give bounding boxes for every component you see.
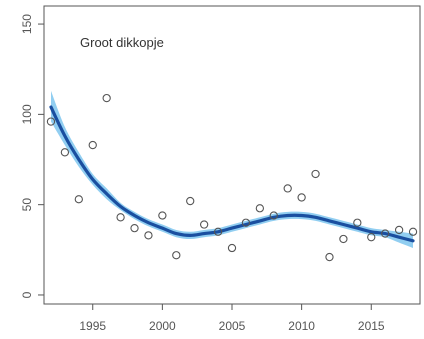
x-tick-label-2: 2005 — [219, 319, 246, 333]
axes — [38, 5, 421, 310]
data-point-1997 — [116, 213, 125, 222]
y-tick-label-2: 100 — [20, 104, 34, 124]
data-point-1996 — [102, 93, 111, 103]
data-point-1992 — [46, 117, 56, 126]
y-tick-label-1: 50 — [20, 198, 34, 212]
data-point-2007 — [255, 204, 265, 213]
x-tick-label-3: 2010 — [288, 319, 315, 333]
data-point-1998 — [130, 223, 139, 233]
x-tick-label-4: 2015 — [358, 319, 385, 333]
y-tick-label-3: 150 — [20, 14, 34, 34]
data-point-2012 — [325, 252, 334, 262]
data-point-2018 — [408, 227, 418, 236]
data-points-layer — [46, 93, 418, 262]
trend-line — [49, 105, 415, 243]
chart-title: Groot dikkopje — [80, 35, 164, 50]
data-point-2002 — [186, 196, 195, 206]
y-tick-label-0: 0 — [20, 291, 34, 298]
data-point-2016 — [381, 229, 390, 238]
data-point-1994 — [74, 195, 83, 204]
data-point-2009 — [283, 184, 292, 193]
data-point-2017 — [394, 225, 404, 235]
data-point-2006 — [241, 218, 251, 227]
data-point-2004 — [213, 227, 223, 236]
data-point-2008 — [269, 211, 278, 220]
data-point-2003 — [199, 220, 209, 229]
data-point-2010 — [297, 193, 306, 202]
data-point-2013 — [339, 234, 348, 244]
confidence-band — [51, 90, 413, 249]
x-tick-label-0: 1995 — [79, 319, 106, 333]
trend-line-layer — [49, 105, 415, 243]
data-point-2001 — [172, 251, 181, 260]
data-point-2011 — [311, 169, 320, 179]
data-point-1993 — [60, 148, 70, 157]
data-point-2005 — [227, 243, 237, 253]
data-point-1995 — [88, 140, 97, 150]
confidence-band-layer — [51, 90, 413, 249]
data-point-2015 — [367, 233, 376, 242]
tick-labels: 1995 2000 2005 2010 2015 0 50 100 150 — [20, 14, 385, 333]
data-point-1999 — [144, 231, 153, 240]
x-tick-label-1: 2000 — [149, 319, 176, 333]
data-point-2014 — [353, 218, 362, 227]
plot-frame — [43, 5, 421, 305]
data-point-2000 — [158, 211, 167, 220]
